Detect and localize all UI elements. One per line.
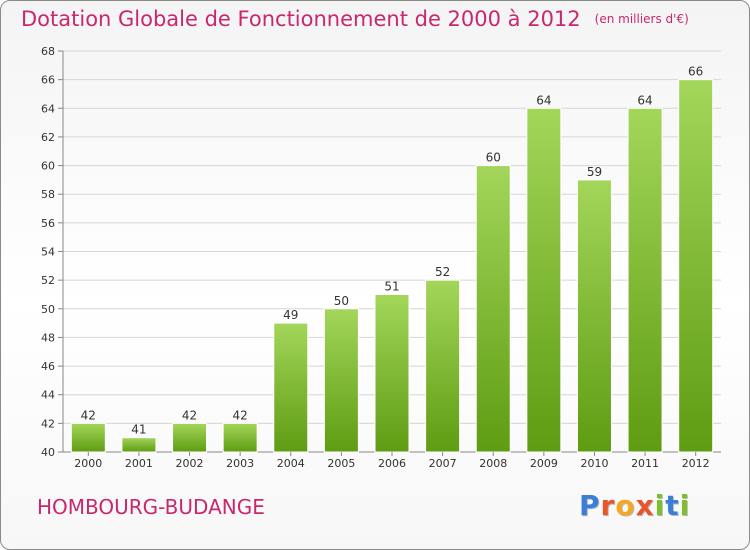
commune-name: HOMBOURG-BUDANGE [37,495,265,519]
bar [374,293,410,453]
logo-letter: P [579,489,601,522]
bar-value-label: 41 [131,423,146,437]
bar [323,308,359,453]
proxiti-logo[interactable]: Proxiti [579,489,690,522]
bar [678,79,714,453]
bar [172,422,208,453]
bar [475,165,511,453]
chart-title-text: Dotation Globale de Fonctionnement de 20… [21,7,581,31]
y-tick-label: 50 [41,303,55,316]
y-tick-label: 52 [41,274,55,287]
y-tick-label: 68 [41,45,55,58]
bar [627,107,663,453]
x-tick-label: 2004 [277,457,305,470]
chart-units: (en milliers d'€) [594,12,689,26]
y-tick-label: 46 [41,360,55,373]
bar-value-label: 59 [587,165,602,179]
x-tick-label: 2005 [327,457,355,470]
x-tick-label: 2006 [378,457,406,470]
y-tick-label: 56 [41,217,55,230]
bar [222,422,258,453]
bar [273,322,309,453]
x-axis: 2000 2001 2002 2003 2004 2005 2006 2007 2008 2009… [74,452,710,470]
bars [70,79,714,453]
y-tick-label: 62 [41,131,55,144]
x-tick-label: 2001 [125,457,153,470]
logo-letter: x [635,489,655,522]
y-tick-label: 40 [41,446,55,459]
bar-value-label: 64 [637,93,652,107]
logo-letter: i [654,489,666,522]
logo-letter: t [665,489,680,522]
y-tick-label: 44 [41,389,55,402]
x-tick-label: 2010 [580,457,608,470]
data-labels: 42 41 42 42 49 50 51 52 60 64 59 64 66 [81,65,704,437]
y-tick-label: 60 [41,160,55,173]
bar-value-label: 50 [334,294,349,308]
bar-value-label: 42 [81,408,96,422]
y-tick-label: 64 [41,102,55,115]
x-tick-label: 2008 [479,457,507,470]
y-tick-label: 54 [41,246,55,259]
bar-value-label: 66 [688,65,703,79]
bar-value-label: 60 [486,151,501,165]
bar-value-label: 52 [435,265,450,279]
x-tick-label: 2000 [74,457,102,470]
y-tick-label: 48 [41,331,55,344]
bar-value-label: 64 [536,93,551,107]
bar-value-label: 49 [283,308,298,322]
bar-value-label: 51 [384,279,399,293]
x-tick-label: 2007 [429,457,457,470]
chart-title: Dotation Globale de Fonctionnement de 20… [21,7,689,31]
bar-value-label: 42 [182,408,197,422]
logo-letter: i [679,489,691,522]
y-tick-label: 42 [41,417,55,430]
x-tick-label: 2012 [682,457,710,470]
logo-letter: o [615,489,636,522]
y-tick-label: 58 [41,188,55,201]
bar [121,437,157,453]
bar [425,279,461,453]
y-tick-label: 66 [41,74,55,87]
bar [576,179,612,453]
x-tick-label: 2009 [530,457,558,470]
logo-letter: r [600,489,616,522]
bar [526,107,562,453]
x-tick-label: 2002 [176,457,204,470]
bar [70,422,106,453]
bar-value-label: 42 [233,408,248,422]
x-tick-label: 2003 [226,457,254,470]
x-tick-label: 2011 [631,457,659,470]
